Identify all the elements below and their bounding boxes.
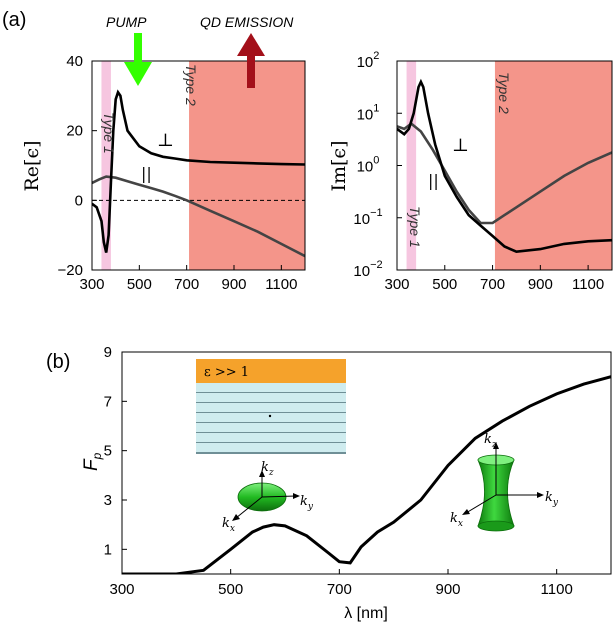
im-eps-plot: 300 500 700 900 1100 10−2 10−1 100 101 102 Type … (328, 50, 613, 293)
ellipsoid-iso-frequency-inset: kz ky kx (222, 460, 314, 534)
legend-par-re: || (141, 164, 152, 183)
legend-par-im: || (428, 171, 439, 190)
type1-band-im (406, 61, 417, 270)
inset-layer-stack (196, 383, 346, 454)
series-parallel-im (397, 122, 612, 225)
x-tick-label-re: 700 (174, 276, 199, 293)
qd-emission-label: QD EMISSION (200, 14, 294, 30)
type2-band-im (494, 61, 612, 270)
y-tick-label-im: 10−1 (353, 207, 382, 228)
inset-layer (196, 433, 346, 443)
im-eps-ylabel: Im[ϵ] (328, 141, 350, 192)
dipole-dot (268, 414, 272, 418)
y-tick-label-im: 100 (357, 155, 380, 176)
kz-label-hyperboloid: kz (484, 432, 497, 450)
inset-layer (196, 393, 346, 403)
panel-b-label: (b) (46, 351, 70, 373)
ky-label-hyperboloid: ky (545, 490, 559, 508)
type1-label-re: Type 1 (101, 112, 117, 154)
inset-layer (196, 423, 346, 433)
fp-ylabel: Fp (81, 452, 104, 471)
series-fp (122, 375, 611, 574)
kx-label-ellipsoid: kx (222, 516, 235, 534)
x-tick-label-im: 900 (528, 276, 553, 293)
y-tick-label-fp: 3 (104, 492, 112, 509)
inset-eps-label: ε >> 1 (204, 365, 249, 380)
x-tick-label-re: 900 (221, 276, 246, 293)
y-tick-label-im: 10−2 (353, 259, 382, 280)
type2-band-re (189, 61, 305, 270)
y-tick-label-fp: 1 (104, 541, 112, 558)
inset-layer (196, 383, 346, 393)
type1-label-im: Type 1 (407, 206, 423, 248)
legend-perp-im: ⊥ (452, 135, 469, 156)
legend-perp-re: ⊥ (157, 130, 174, 151)
x-tick-label-fp: 500 (218, 581, 243, 598)
inset-layer (196, 443, 346, 453)
x-tick-label-im: 700 (480, 276, 505, 293)
re-eps-axes-frame (91, 60, 306, 271)
inset-layer (196, 413, 346, 423)
series-perpendicular-re (92, 89, 305, 253)
x-tick-label-fp: 1100 (541, 581, 573, 598)
type2-label-im: Type 2 (496, 72, 512, 114)
y-tick-label-im: 101 (357, 102, 380, 123)
high-eps-layer (196, 359, 346, 383)
panel-a-label: (a) (2, 9, 26, 31)
qd-emission-arrow-icon (237, 33, 265, 88)
y-tick-label-re: −20 (58, 262, 83, 279)
ky-label-ellipsoid: ky (300, 494, 314, 512)
fp-xlabel: λ [nm] (344, 605, 388, 622)
pump-arrow-icon (124, 33, 152, 86)
y-tick-label-fp: 5 (104, 443, 112, 460)
y-tick-label-fp: 7 (104, 393, 112, 410)
y-tick-label-re: 20 (66, 123, 83, 140)
y-tick-label-fp: 9 (104, 344, 112, 361)
x-tick-label-fp: 900 (435, 581, 460, 598)
y-tick-label-im: 102 (357, 50, 380, 71)
x-tick-label-fp: 700 (327, 581, 352, 598)
x-tick-label-fp: 300 (109, 581, 134, 598)
x-tick-label-re: 1100 (265, 276, 297, 293)
pump-label: PUMP (106, 14, 147, 30)
x-tick-label-im: 1100 (572, 276, 604, 293)
x-tick-label-re: 500 (127, 276, 152, 293)
kz-label-ellipsoid: kz (261, 460, 274, 478)
multilayer-inset: ε >> 1 (196, 359, 346, 454)
fp-axes-frame (121, 351, 612, 575)
hyperboloid-iso-frequency-inset: kz ky kx (450, 432, 559, 532)
series-perpendicular-im (397, 78, 612, 254)
x-tick-label-im: 500 (432, 276, 457, 293)
x-tick-label-im: 300 (384, 276, 409, 293)
y-tick-label-re: 0 (75, 192, 83, 209)
inset-layer (196, 403, 346, 413)
y-tick-label-re: 40 (66, 53, 83, 70)
type2-label-re: Type 2 (183, 64, 199, 106)
x-tick-label-re: 300 (79, 276, 104, 293)
kx-label-hyperboloid: kx (450, 511, 463, 529)
type1-band-re (101, 61, 111, 270)
re-eps-ylabel: Re[ϵ] (21, 140, 43, 191)
